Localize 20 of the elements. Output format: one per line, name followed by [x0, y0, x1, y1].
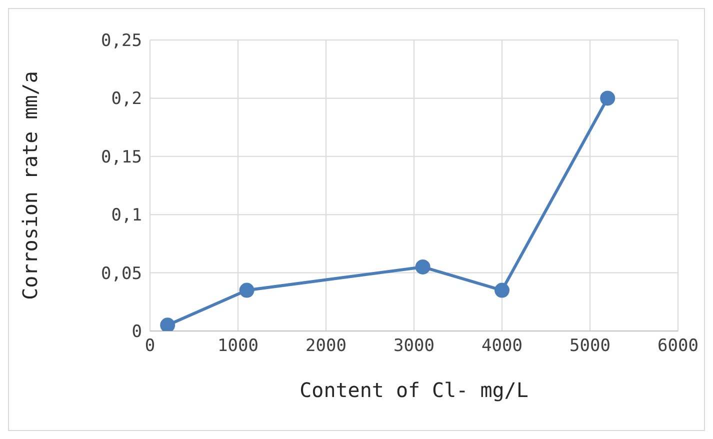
x-tick-label: 5000 — [570, 336, 610, 356]
x-tick-label: 2000 — [306, 336, 346, 356]
x-tick-label: 0 — [144, 336, 156, 356]
point — [415, 259, 430, 274]
x-tick-label: 4000 — [482, 336, 522, 356]
y-tick-label: 0,15 — [101, 147, 142, 168]
x-tick-label: 1000 — [218, 336, 258, 356]
point — [600, 90, 616, 106]
x-axis-title: Content of Cl- mg/L — [300, 378, 528, 402]
x-tick-label: 3000 — [394, 336, 434, 356]
point — [160, 318, 176, 331]
x-tick-label: 6000 — [658, 336, 698, 356]
y-tick-label: 0 — [132, 322, 142, 342]
point — [239, 282, 254, 298]
y-axis-title: Corrosion rate mm/a — [18, 71, 42, 300]
point — [494, 282, 510, 298]
y-tick-label: 0,05 — [101, 264, 142, 284]
y-tick-label: 0,2 — [111, 89, 142, 110]
y-tick-label: 0,25 — [101, 31, 142, 52]
y-tick-label: 0,1 — [111, 206, 142, 226]
